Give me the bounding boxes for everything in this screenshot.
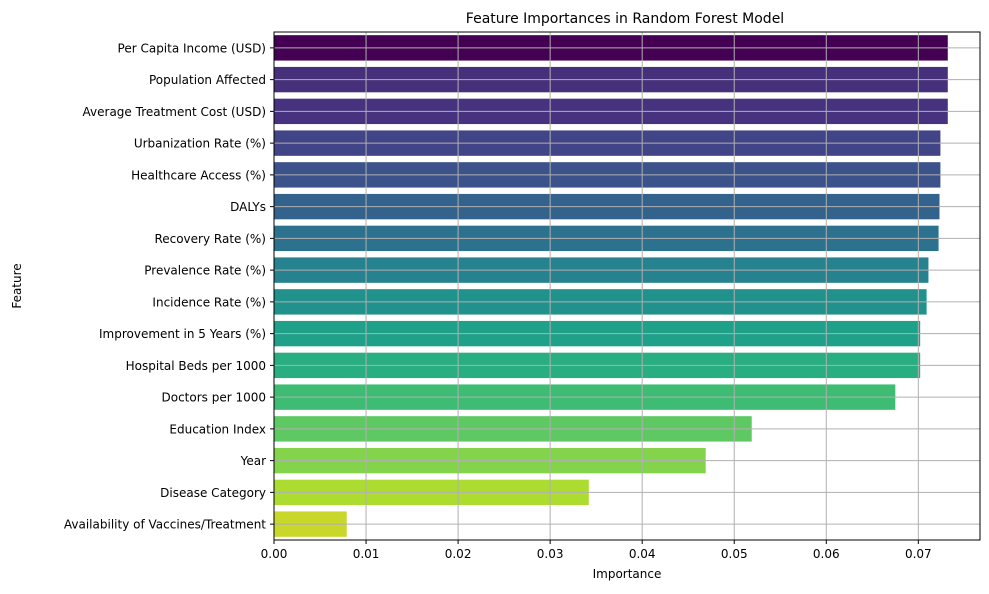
y-tick-label: Year	[240, 454, 266, 468]
y-tick-label: DALYs	[230, 200, 266, 214]
bars	[274, 35, 948, 537]
y-tick-label: Doctors per 1000	[161, 391, 266, 405]
x-tick-label: 0.04	[629, 547, 656, 561]
y-tick-label: Recovery Rate (%)	[154, 232, 266, 246]
y-tick-label: Improvement in 5 Years (%)	[99, 327, 266, 341]
y-tick-label: Average Treatment Cost (USD)	[83, 105, 266, 119]
x-tick-label: 0.01	[353, 547, 380, 561]
gridlines	[273, 32, 980, 540]
plot-area-frame	[273, 31, 981, 541]
x-tick-label: 0.00	[261, 547, 288, 561]
x-tick-label: 0.02	[445, 547, 472, 561]
y-tick-label: Prevalence Rate (%)	[144, 264, 266, 278]
y-axis-label: Feature	[10, 263, 24, 308]
y-tick-label: Healthcare Access (%)	[131, 168, 266, 182]
x-tick-label: 0.03	[537, 547, 564, 561]
x-tick-label: 0.05	[721, 547, 748, 561]
x-tick-label: 0.07	[905, 547, 932, 561]
y-tick-label: Per Capita Income (USD)	[118, 41, 266, 55]
y-tick-label: Education Index	[169, 422, 266, 436]
y-tick-label: Hospital Beds per 1000	[126, 359, 266, 373]
x-tick-label: 0.06	[813, 547, 840, 561]
axis-ticks: 0.00 0.01 0.02 0.03 0.04 0.05 0.06 0.07 Per Capi…	[64, 41, 932, 561]
y-tick-label: Urbanization Rate (%)	[134, 137, 266, 151]
y-tick-label: Incidence Rate (%)	[152, 295, 266, 309]
y-tick-label: Availability of Vaccines/Treatment	[64, 518, 266, 532]
chart-title: Feature Importances in Random Forest Mod…	[466, 11, 784, 27]
x-axis-label: Importance	[593, 567, 662, 581]
y-tick-label: Population Affected	[149, 73, 266, 87]
y-tick-label: Disease Category	[160, 486, 266, 500]
